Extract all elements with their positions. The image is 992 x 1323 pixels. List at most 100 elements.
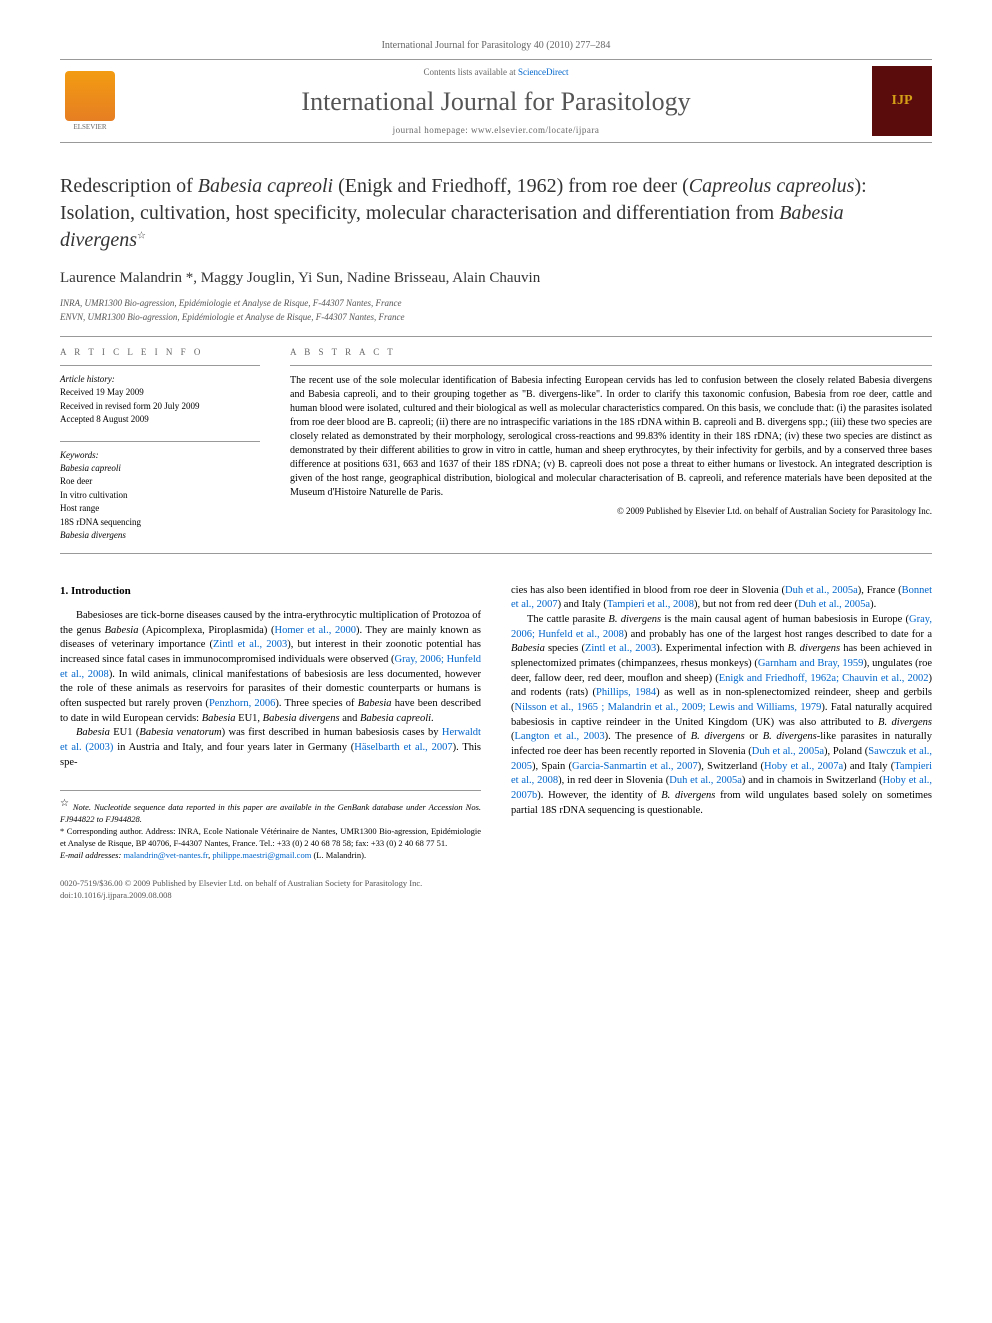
text: ) and Italy ( [558,599,607,610]
revised-date: Received in revised form 20 July 2009 [60,400,260,414]
affiliation-line: ENVN, UMR1300 Bio-agression, Epidémiolog… [60,311,932,325]
ref-link[interactable]: Nilsson et al., 1965 ; Malandrin et al.,… [515,702,822,713]
text-italic: B. divergens [691,731,745,742]
ref-link[interactable]: Langton et al., 2003 [515,731,605,742]
footer-bar: 0020-7519/$36.00 © 2009 Published by Els… [60,878,932,902]
info-abstract-row: A R T I C L E I N F O Article history: R… [60,347,932,543]
ijp-label: IJP [892,93,913,109]
email-suffix: (L. Malandrin). [311,850,366,860]
ref-link[interactable]: Duh et al., 2005a [798,599,870,610]
footnote-corr: * Corresponding author. Address: INRA, E… [60,826,481,850]
text-italic: Babesia divergens [263,713,340,724]
ref-link[interactable]: Duh et al., 2005a [785,585,858,596]
text: The cattle parasite [527,614,608,625]
ref-link[interactable]: Hoby et al., 2007a [764,761,843,772]
ref-link[interactable]: Homer et al., 2000 [274,625,356,636]
title-italic: Capreolus capreolus [689,175,855,197]
text: or [745,731,763,742]
divider [60,365,260,366]
text: is the main causal agent of human babesi… [661,614,909,625]
left-column: 1. Introduction Babesioses are tick-born… [60,584,481,862]
journal-homepage: journal homepage: www.elsevier.com/locat… [120,125,872,135]
text: ) and probably has one of the largest ho… [624,629,932,640]
text: and [340,713,360,724]
ref-link[interactable]: Garcia-Sanmartin et al., 2007 [572,761,698,772]
authors-line: Laurence Malandrin *, Maggy Jouglin, Yi … [60,270,932,287]
intro-para-3: The cattle parasite B. divergens is the … [511,613,932,819]
article-info-heading: A R T I C L E I N F O [60,347,260,357]
title-part: (Enigk and Friedhoff, 1962) from roe dee… [333,175,689,197]
text: cies has also been identified in blood f… [511,585,785,596]
ref-link[interactable]: Häselbarth et al., 2007 [354,742,452,753]
footnote-note: ☆ Note. Nucleotide sequence data reporte… [60,797,481,826]
text: species ( [545,643,585,654]
text-italic: B. divergens [661,790,715,801]
header-citation: International Journal for Parasitology 4… [60,40,932,51]
keyword: Babesia capreoli [60,462,260,476]
article-info-column: A R T I C L E I N F O Article history: R… [60,347,260,543]
email-label: E-mail addresses: [60,850,121,860]
text-italic: B. divergens [608,614,661,625]
affiliation-line: INRA, UMR1300 Bio-agression, Epidémiolog… [60,297,932,311]
text: ). However, the identity of [537,790,661,801]
abstract-column: A B S T R A C T The recent use of the so… [290,347,932,543]
email-link[interactable]: philippe.maestri@gmail.com [212,850,311,860]
text-italic: B. divergens [878,717,932,728]
text: ), France ( [858,585,902,596]
text-italic: Babesia [105,625,139,636]
contents-line: Contents lists available at ScienceDirec… [120,67,872,77]
text: ), but not from red deer ( [694,599,798,610]
text-italic: Babesia [358,698,392,709]
abstract-heading: A B S T R A C T [290,347,932,357]
text-italic: Babesia [76,727,110,738]
text: in Austria and Italy, and four years lat… [113,742,354,753]
header-bar: ELSEVIER Contents lists available at Sci… [60,59,932,143]
sciencedirect-link[interactable]: ScienceDirect [518,67,568,77]
text: ). [870,599,876,610]
title-part: Redescription of [60,175,198,197]
text: ). Three species of [275,698,357,709]
email-link[interactable]: malandrin@vet-nantes.fr [123,850,208,860]
ref-link[interactable]: Penzhorn, 2006 [209,698,275,709]
homepage-prefix: journal homepage: [393,125,471,135]
ref-link[interactable]: Garnham and Bray, 1959 [758,658,864,669]
text: ), Spain ( [532,761,572,772]
text-italic: Babesia venatorum [139,727,221,738]
elsevier-logo: ELSEVIER [60,66,120,136]
ref-link[interactable]: Tampieri et al., 2008 [607,599,694,610]
divider [290,365,932,366]
ref-link[interactable]: Zintl et al., 2003 [585,643,656,654]
text: ), in red deer in Slovenia ( [558,775,669,786]
intro-para-1: Babesioses are tick-borne diseases cause… [60,609,481,727]
star-icon: ☆ [60,798,70,809]
intro-para-2-cont: cies has also been identified in blood f… [511,584,932,613]
text: ), Switzerland ( [698,761,764,772]
page-container: International Journal for Parasitology 4… [0,0,992,942]
ref-link[interactable]: Duh et al., 2005a [752,746,824,757]
text: ) was first described in human babesiosi… [222,727,442,738]
text: . [431,713,434,724]
text: EU1 ( [110,727,140,738]
header-center: Contents lists available at ScienceDirec… [120,67,872,135]
ijp-logo: IJP [872,66,932,136]
title-section: Redescription of Babesia capreoli (Enigk… [60,173,932,254]
divider [60,441,260,442]
ref-link[interactable]: Enigk and Friedhoff, 1962a; Chauvin et a… [719,673,929,684]
ref-link[interactable]: Phillips, 1984 [596,687,656,698]
abstract-copyright: © 2009 Published by Elsevier Ltd. on beh… [290,506,932,516]
footer-doi: doi:10.1016/j.ijpara.2009.08.008 [60,890,932,902]
journal-name: International Journal for Parasitology [120,87,872,117]
text: ), Poland ( [824,746,868,757]
ref-link[interactable]: Duh et al., 2005a [669,775,742,786]
text: ) and in chamois in Switzerland ( [742,775,883,786]
text: (Apicomplexa, Piroplasmida) ( [138,625,274,636]
ref-link[interactable]: Zintl et al., 2003 [213,639,287,650]
divider [60,336,932,337]
text-italic: Babesia [202,713,236,724]
keyword: Roe deer [60,475,260,489]
footnotes: ☆ Note. Nucleotide sequence data reporte… [60,790,481,861]
affiliations: INRA, UMR1300 Bio-agression, Epidémiolog… [60,297,932,324]
text-italic: Babesia capreoli [360,713,431,724]
elsevier-label: ELSEVIER [73,123,106,131]
text-italic: Babesia [511,643,545,654]
